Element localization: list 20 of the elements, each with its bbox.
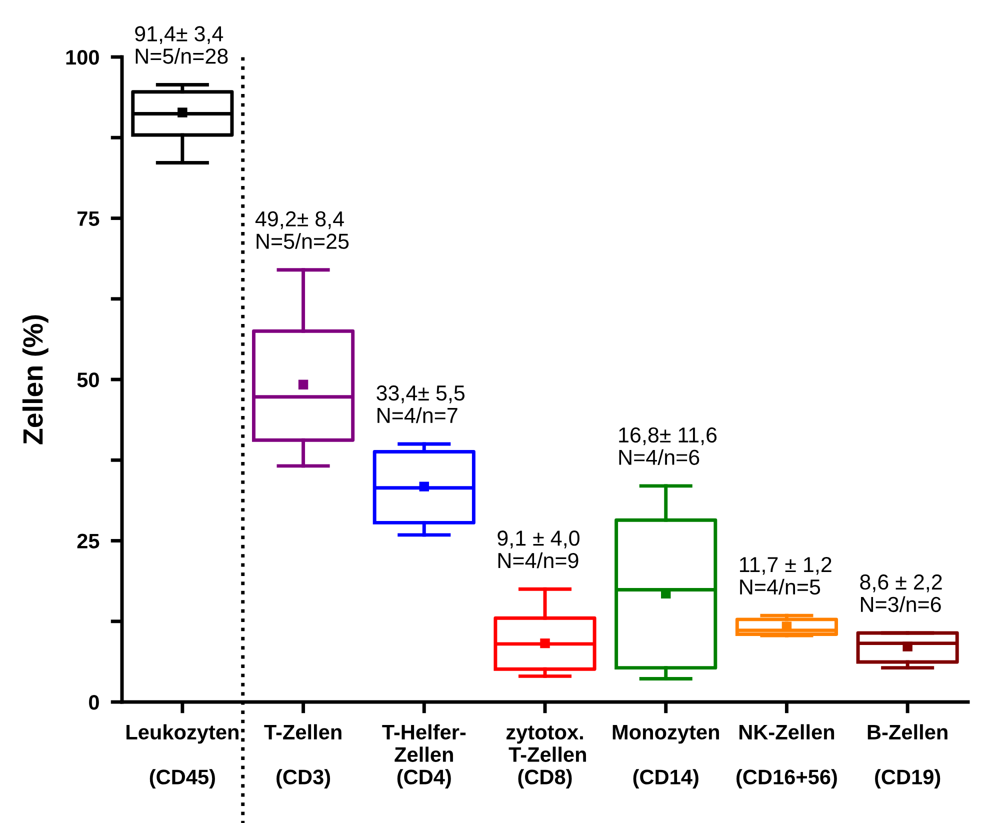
annotation: 9,1 ± 4,0 N=4/n=9 — [498, 530, 580, 568]
y-tick-label: 50 — [77, 372, 99, 388]
y-tick-label: 0 — [89, 695, 99, 710]
annotation: 11,7 ± 1,2 N=4/n=5 — [740, 556, 832, 595]
annotation: 16,8± 11,6 N=4/n=6 — [619, 427, 717, 466]
y-tick-label: 75 — [78, 211, 100, 226]
x-tick-label: T-Helfer- Zellen (CD4) — [382, 724, 466, 789]
category-label: NK-Zellen (CD16+56) — [736, 724, 837, 789]
category-label: Leukozyten (CD45) — [126, 724, 238, 789]
annotation: 91,4± 3,4 N=5/n=28 — [135, 26, 228, 64]
annotation: 33,4± 5,5 N=4/n=7 — [376, 385, 465, 424]
y-tick-label: 25 — [77, 534, 100, 549]
annotation: 8,6 ± 2,2 N=3/n=6 — [860, 574, 942, 612]
y-tick-label: 100 — [66, 50, 99, 65]
annotation: 49,2± 8,4 N=5/n=25 — [255, 211, 349, 249]
category-label: T-Zellen (CD3) — [264, 724, 342, 789]
category-label: Monozyten (CD14) — [612, 724, 719, 789]
y-axis-title: Zellen (%) — [22, 315, 48, 444]
x-tick-label: zytotox. T-Zellen (CD8) — [506, 726, 586, 789]
category-label: B-Zellen (CD19) — [868, 724, 948, 789]
